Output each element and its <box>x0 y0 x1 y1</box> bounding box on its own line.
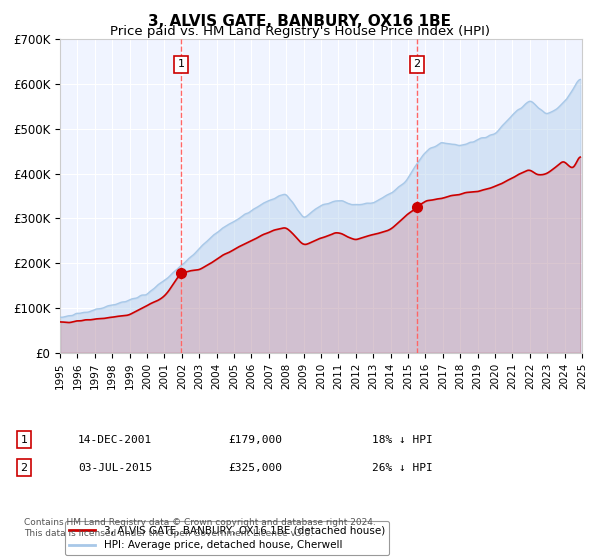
Legend: 3, ALVIS GATE, BANBURY, OX16 1BE (detached house), HPI: Average price, detached : 3, ALVIS GATE, BANBURY, OX16 1BE (detach… <box>65 521 389 554</box>
Text: 1: 1 <box>20 435 28 445</box>
Text: Contains HM Land Registry data © Crown copyright and database right 2024.
This d: Contains HM Land Registry data © Crown c… <box>24 518 376 538</box>
Text: 3, ALVIS GATE, BANBURY, OX16 1BE: 3, ALVIS GATE, BANBURY, OX16 1BE <box>149 14 452 29</box>
Text: Price paid vs. HM Land Registry's House Price Index (HPI): Price paid vs. HM Land Registry's House … <box>110 25 490 38</box>
Text: 2: 2 <box>413 59 420 69</box>
Text: £325,000: £325,000 <box>228 463 282 473</box>
Text: 2: 2 <box>20 463 28 473</box>
Text: 1: 1 <box>178 59 184 69</box>
Text: 03-JUL-2015: 03-JUL-2015 <box>78 463 152 473</box>
Text: 18% ↓ HPI: 18% ↓ HPI <box>372 435 433 445</box>
Text: £179,000: £179,000 <box>228 435 282 445</box>
Text: 14-DEC-2001: 14-DEC-2001 <box>78 435 152 445</box>
Text: 26% ↓ HPI: 26% ↓ HPI <box>372 463 433 473</box>
